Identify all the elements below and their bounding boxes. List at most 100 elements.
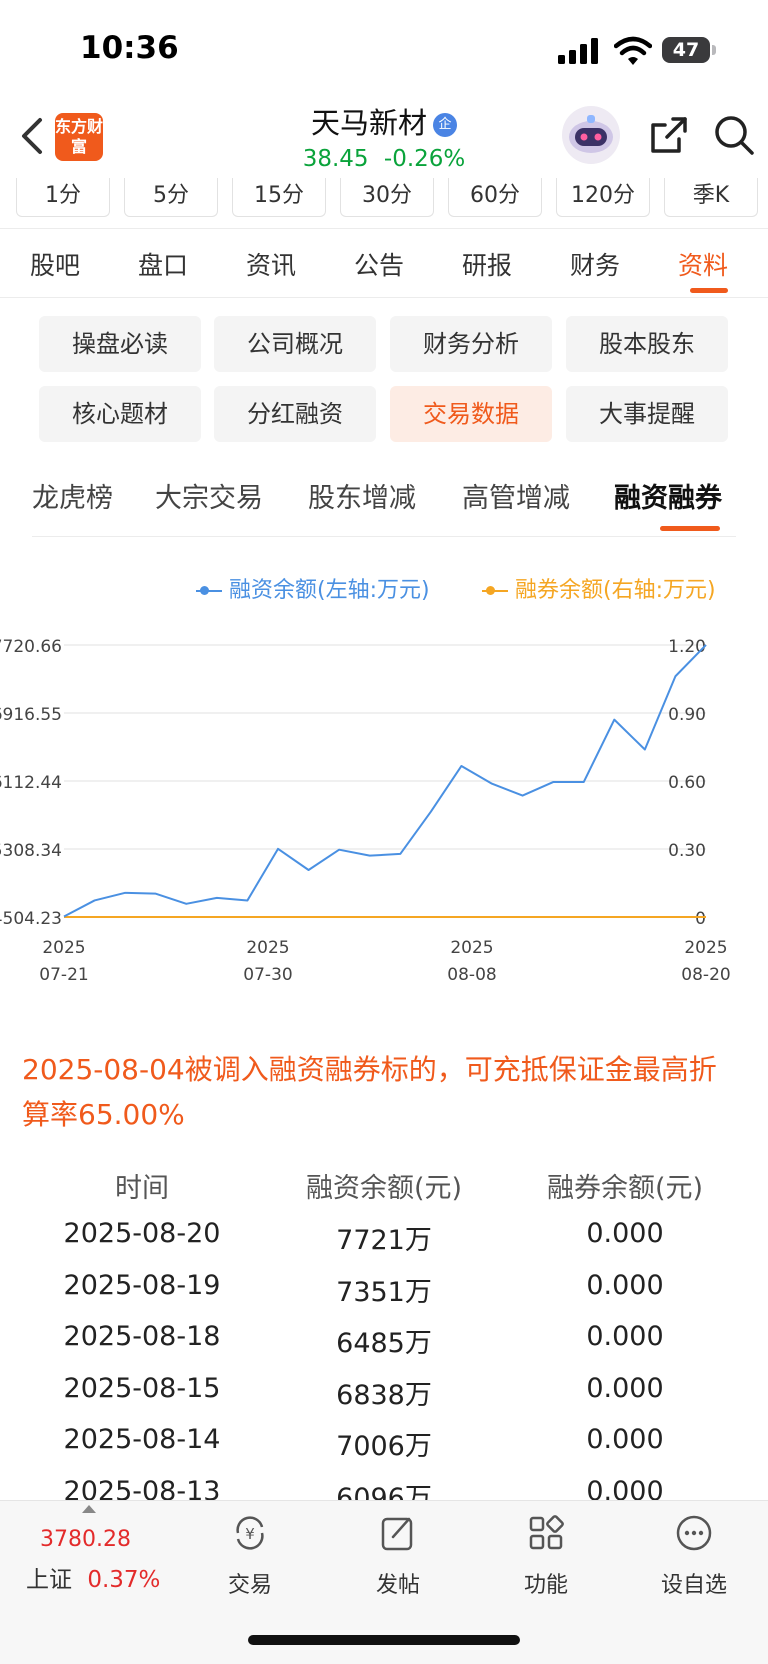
tab-pankou[interactable]: 盘口 (138, 246, 188, 282)
nav-add-watchlist-label: 设自选 (652, 1567, 736, 1599)
tab-finance[interactable]: 财务 (570, 246, 620, 282)
left-axis-tick: 4504.23 (0, 909, 62, 929)
column-header-margin: 融资余额(元) (284, 1166, 484, 1205)
legend-label: 融资余额(左轴:万元) (229, 578, 430, 603)
table-cell-short: 0.000 (520, 1373, 730, 1404)
nav-post-label: 发帖 (356, 1567, 440, 1599)
active-subtab-indicator (660, 526, 720, 531)
right-axis-tick: 0.60 (668, 773, 706, 793)
divider (0, 297, 768, 298)
nav-post[interactable]: 发帖 (356, 1511, 440, 1611)
subtab-executive-changes[interactable]: 高管增减 (462, 476, 570, 515)
x-axis-tick-year: 2025 (246, 938, 289, 958)
legend-label: 融券余额(右轴:万元) (515, 578, 716, 603)
legend-line-icon (196, 590, 222, 592)
yen-exchange-icon: ¥ (230, 1513, 270, 1553)
left-axis-tick: 6112.44 (0, 773, 62, 793)
table-cell-margin: 7006万 (284, 1424, 484, 1463)
table-cell-margin: 7721万 (284, 1218, 484, 1257)
table-cell-margin: 6485万 (284, 1321, 484, 1360)
caret-up-icon[interactable] (82, 1505, 96, 1513)
chip-financial-analysis[interactable]: 财务分析 (390, 316, 552, 372)
tab-research[interactable]: 研报 (462, 246, 512, 282)
legend-dot-icon (486, 586, 495, 595)
table-cell-date: 2025-08-15 (42, 1373, 242, 1404)
x-axis-tick-date: 08-08 (447, 965, 496, 985)
left-axis-tick: 7720.66 (0, 637, 62, 657)
x-axis-tick-date: 08-20 (681, 965, 730, 985)
period-30min[interactable]: 30分 (340, 178, 434, 217)
chip-trading-data[interactable]: 交易数据 (390, 386, 552, 442)
left-axis-tick: 6916.55 (0, 705, 62, 725)
chip-trading-must-read[interactable]: 操盘必读 (39, 316, 201, 372)
nav-functions-label: 功能 (504, 1567, 588, 1599)
index-name: 上证 (26, 1567, 72, 1593)
search-icon[interactable] (712, 113, 756, 157)
table-cell-short: 0.000 (520, 1424, 730, 1455)
column-header-date: 时间 (42, 1166, 242, 1205)
legend-margin-balance: 融资余额(左轴:万元) (196, 572, 430, 604)
period-15min[interactable]: 15分 (232, 178, 326, 217)
nav-add-watchlist[interactable]: 设自选 (652, 1511, 736, 1611)
table-cell-date: 2025-08-14 (42, 1424, 242, 1455)
subtab-block-trades[interactable]: 大宗交易 (155, 476, 263, 515)
table-cell-date: 2025-08-18 (42, 1321, 242, 1352)
cellular-signal-icon (558, 38, 602, 64)
right-axis-tick: 0.90 (668, 705, 706, 725)
subtab-shareholder-changes[interactable]: 股东增减 (308, 476, 416, 515)
tab-profile[interactable]: 资料 (678, 246, 728, 282)
subtab-margin-trading[interactable]: 融资融券 (614, 476, 722, 515)
divider (32, 536, 736, 537)
period-5min[interactable]: 5分 (124, 178, 218, 217)
status-time: 10:36 (80, 30, 179, 66)
margin-balance-chart: 7720.66 1.20 6916.55 0.90 6112.44 0.60 5308.34… (0, 620, 768, 1000)
legend-line-icon (482, 590, 508, 592)
right-axis-tick: 0 (695, 909, 706, 929)
x-axis-tick-date: 07-30 (243, 965, 292, 985)
left-axis-tick: 5308.34 (0, 841, 62, 861)
table-cell-short: 0.000 (520, 1321, 730, 1352)
tab-guba[interactable]: 股吧 (30, 246, 80, 282)
grid-icon (526, 1513, 566, 1553)
home-indicator (248, 1635, 520, 1645)
right-axis-tick: 0.30 (668, 841, 706, 861)
table-cell-short: 0.000 (520, 1270, 730, 1301)
subtab-dragon-tiger[interactable]: 龙虎榜 (32, 476, 113, 515)
chip-equity-shareholders[interactable]: 股本股东 (566, 316, 728, 372)
x-axis-tick-year: 2025 (684, 938, 727, 958)
x-axis-tick-year: 2025 (450, 938, 493, 958)
period-quarter[interactable]: 季K (664, 178, 758, 217)
column-header-short: 融券余额(元) (520, 1166, 730, 1205)
nav-trade[interactable]: ¥ 交易 (208, 1511, 292, 1611)
wifi-icon (614, 36, 652, 66)
nav-trade-label: 交易 (208, 1567, 292, 1599)
divider (0, 228, 768, 229)
right-axis-tick: 1.20 (668, 637, 706, 657)
table-cell-margin: 6838万 (284, 1373, 484, 1412)
battery-cap (712, 45, 716, 55)
margin-eligibility-notice: 2025-08-04被调入融资融券标的，可充抵保证金最高折算率65.00% (22, 1047, 742, 1137)
table-cell-short: 0.000 (520, 1218, 730, 1249)
chip-dividend-financing[interactable]: 分红融资 (214, 386, 376, 442)
period-60min[interactable]: 60分 (448, 178, 542, 217)
index-summary[interactable]: 上证 0.37% (26, 1560, 160, 1594)
period-120min[interactable]: 120分 (556, 178, 650, 217)
index-value[interactable]: 3780.28 (40, 1527, 131, 1552)
chip-company-overview[interactable]: 公司概况 (214, 316, 376, 372)
nav-functions[interactable]: 功能 (504, 1511, 588, 1611)
tab-news[interactable]: 资讯 (246, 246, 296, 282)
legend-dot-icon (200, 586, 209, 595)
stock-change: -0.26% (384, 146, 465, 172)
x-axis-tick-year: 2025 (42, 938, 85, 958)
stock-name: 天马新材 (311, 106, 427, 140)
share-icon[interactable] (647, 113, 691, 157)
period-1min[interactable]: 1分 (16, 178, 110, 217)
stock-price: 38.45 (303, 146, 369, 172)
more-icon (674, 1513, 714, 1553)
edit-icon (378, 1513, 418, 1553)
robot-assistant-icon[interactable] (562, 106, 620, 164)
chip-core-themes[interactable]: 核心题材 (39, 386, 201, 442)
table-cell-margin: 7351万 (284, 1270, 484, 1309)
chip-event-reminders[interactable]: 大事提醒 (566, 386, 728, 442)
tab-announcements[interactable]: 公告 (354, 246, 404, 282)
